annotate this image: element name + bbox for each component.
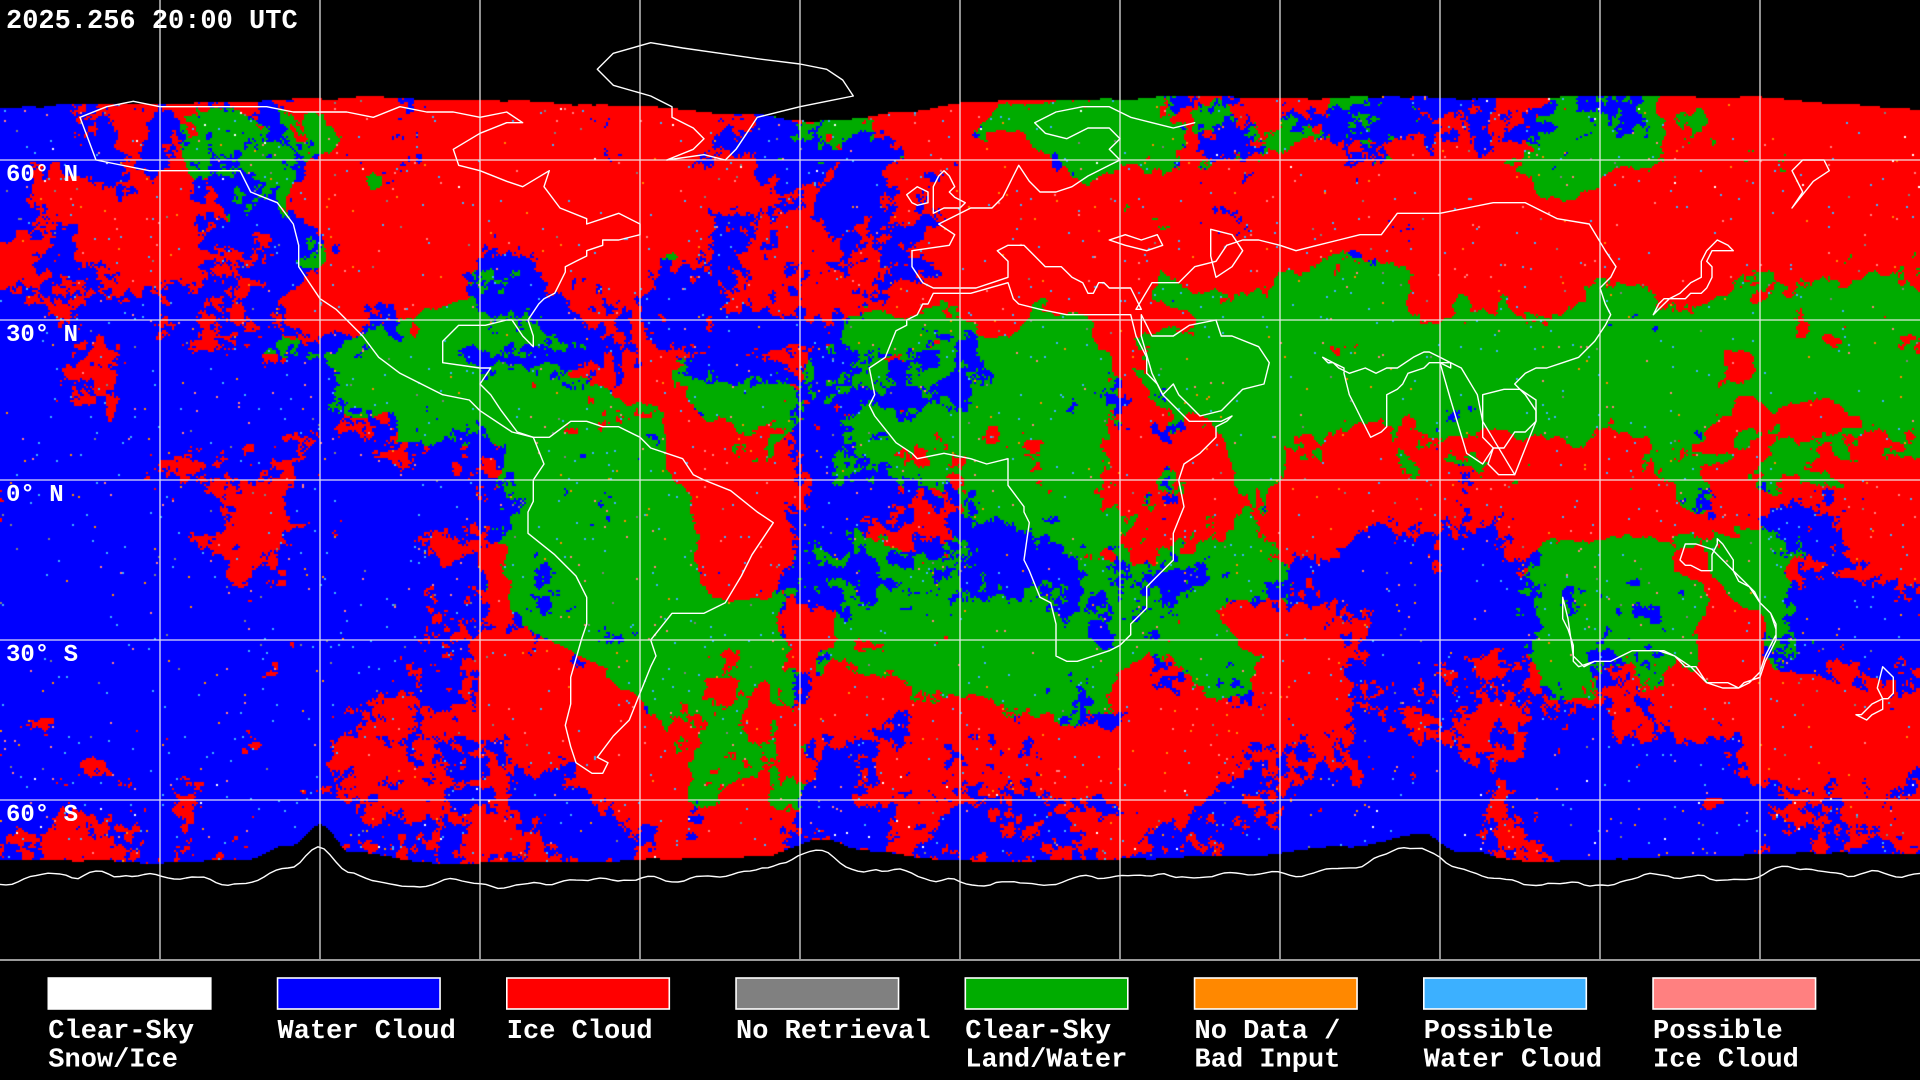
svg-text:Ice Cloud: Ice Cloud	[507, 1017, 653, 1047]
svg-text:0° N: 0° N	[6, 482, 64, 509]
svg-text:Possible: Possible	[1424, 1017, 1554, 1047]
svg-text:30° N: 30° N	[6, 322, 78, 349]
svg-text:No Data /: No Data /	[1195, 1017, 1341, 1047]
svg-text:60° S: 60° S	[6, 802, 78, 829]
svg-text:Water Cloud: Water Cloud	[1424, 1045, 1602, 1075]
svg-text:2025.256 20:00 UTC: 2025.256 20:00 UTC	[6, 7, 298, 37]
svg-text:Clear-Sky: Clear-Sky	[48, 1017, 194, 1047]
svg-text:Snow/Ice: Snow/Ice	[48, 1045, 178, 1075]
svg-text:30° S: 30° S	[6, 642, 78, 669]
svg-text:No Retrieval: No Retrieval	[736, 1017, 930, 1047]
svg-text:Water Cloud: Water Cloud	[278, 1017, 456, 1047]
svg-text:Land/Water: Land/Water	[965, 1045, 1127, 1075]
svg-text:Clear-Sky: Clear-Sky	[965, 1017, 1111, 1047]
svg-text:Ice Cloud: Ice Cloud	[1653, 1045, 1799, 1075]
svg-text:Bad Input: Bad Input	[1195, 1045, 1341, 1075]
svg-text:60° N: 60° N	[6, 162, 78, 189]
svg-text:Possible: Possible	[1653, 1017, 1783, 1047]
